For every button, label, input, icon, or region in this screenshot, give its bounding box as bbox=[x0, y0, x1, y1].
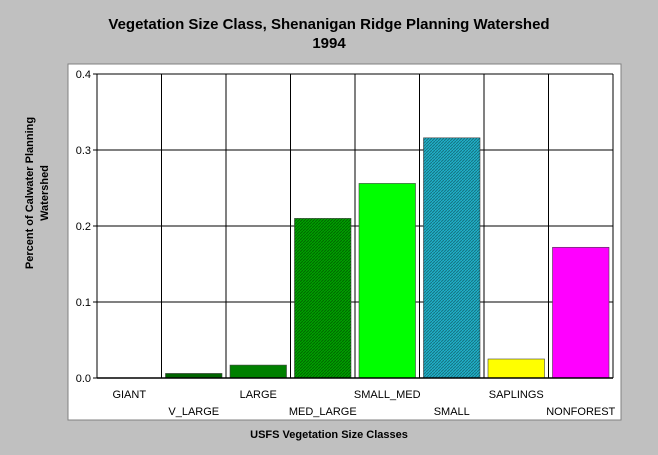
chart-subtitle: 1994 bbox=[312, 35, 346, 52]
bar bbox=[552, 246, 610, 379]
chart-title: Vegetation Size Class, Shenanigan Ridge … bbox=[108, 16, 550, 33]
x-tick-label: SMALL_MED bbox=[354, 389, 421, 401]
x-tick-label: GIANT bbox=[112, 389, 146, 401]
x-tick-label: MED_LARGE bbox=[289, 406, 357, 418]
y-tick-label: 0.4 bbox=[76, 69, 91, 81]
y-tick-label: 0.2 bbox=[76, 221, 91, 233]
x-tick-label: NONFOREST bbox=[546, 406, 615, 418]
x-tick-label: LARGE bbox=[240, 389, 277, 401]
x-tick-label: SMALL bbox=[434, 406, 470, 418]
bar-hatch bbox=[423, 137, 480, 378]
bar-hatch bbox=[294, 218, 351, 378]
y-axis-label-line-2: Watershed bbox=[39, 165, 51, 221]
x-axis-label: USFS Vegetation Size Classes bbox=[250, 429, 408, 441]
y-axis-label-line-1: Percent of Calwater Planning bbox=[24, 116, 36, 270]
bar bbox=[229, 364, 287, 379]
y-axis-label: Percent of Calwater Planning Watershed bbox=[23, 113, 63, 273]
bar bbox=[358, 183, 416, 379]
x-tick-label: V_LARGE bbox=[168, 406, 219, 418]
y-tick-label: 0.3 bbox=[76, 145, 91, 157]
x-tick-label: SAPLINGS bbox=[489, 389, 544, 401]
y-tick-label: 0.0 bbox=[76, 373, 91, 385]
y-tick-label: 0.1 bbox=[76, 297, 91, 309]
bar bbox=[487, 358, 545, 379]
